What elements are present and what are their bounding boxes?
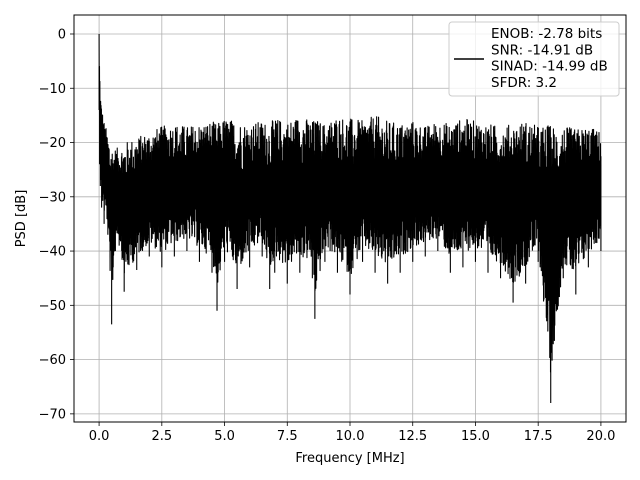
x-tick-label: 5.0 — [214, 429, 235, 444]
legend-enob-text: ENOB: -2.78 bits — [491, 26, 602, 42]
legend-box — [448, 21, 620, 97]
psd-series-line — [98, 33, 602, 404]
y-tick-label: −70 — [39, 407, 66, 422]
axis-ticks: 0.0 2.5 5.0 7.5 10.0 12.5 15.0 17.5 20.0 0 −10 −20 −… — [39, 27, 616, 444]
y-tick-label: −40 — [39, 245, 66, 260]
y-tick-label: −10 — [39, 82, 66, 97]
x-axis-label: Frequency [MHz] — [295, 451, 404, 466]
x-tick-label: 15.0 — [461, 429, 490, 444]
legend-snr-text: SNR: -14.91 dB — [491, 42, 593, 58]
y-tick-label: −50 — [39, 299, 66, 314]
y-tick-label: 0 — [58, 27, 66, 42]
x-tick-label: 17.5 — [524, 429, 553, 444]
plot-area — [98, 33, 602, 404]
y-tick-label: −60 — [39, 353, 66, 368]
legend-sinad-text: SINAD: -14.99 dB — [491, 59, 608, 75]
legend-sfdr-text: SFDR: 3.2 — [491, 75, 557, 91]
x-tick-label: 20.0 — [586, 429, 615, 444]
x-tick-label: 2.5 — [151, 429, 172, 444]
y-axis-label: PSD [dB] — [14, 190, 29, 248]
x-tick-label: 0.0 — [89, 429, 110, 444]
x-tick-label: 10.0 — [336, 429, 365, 444]
x-tick-label: 7.5 — [277, 429, 298, 444]
y-tick-label: −20 — [39, 136, 66, 151]
x-tick-label: 12.5 — [398, 429, 427, 444]
legend: ENOB: -2.78 bits SNR: -14.91 dB SINAD: -… — [448, 21, 620, 97]
y-tick-label: −30 — [39, 190, 66, 205]
